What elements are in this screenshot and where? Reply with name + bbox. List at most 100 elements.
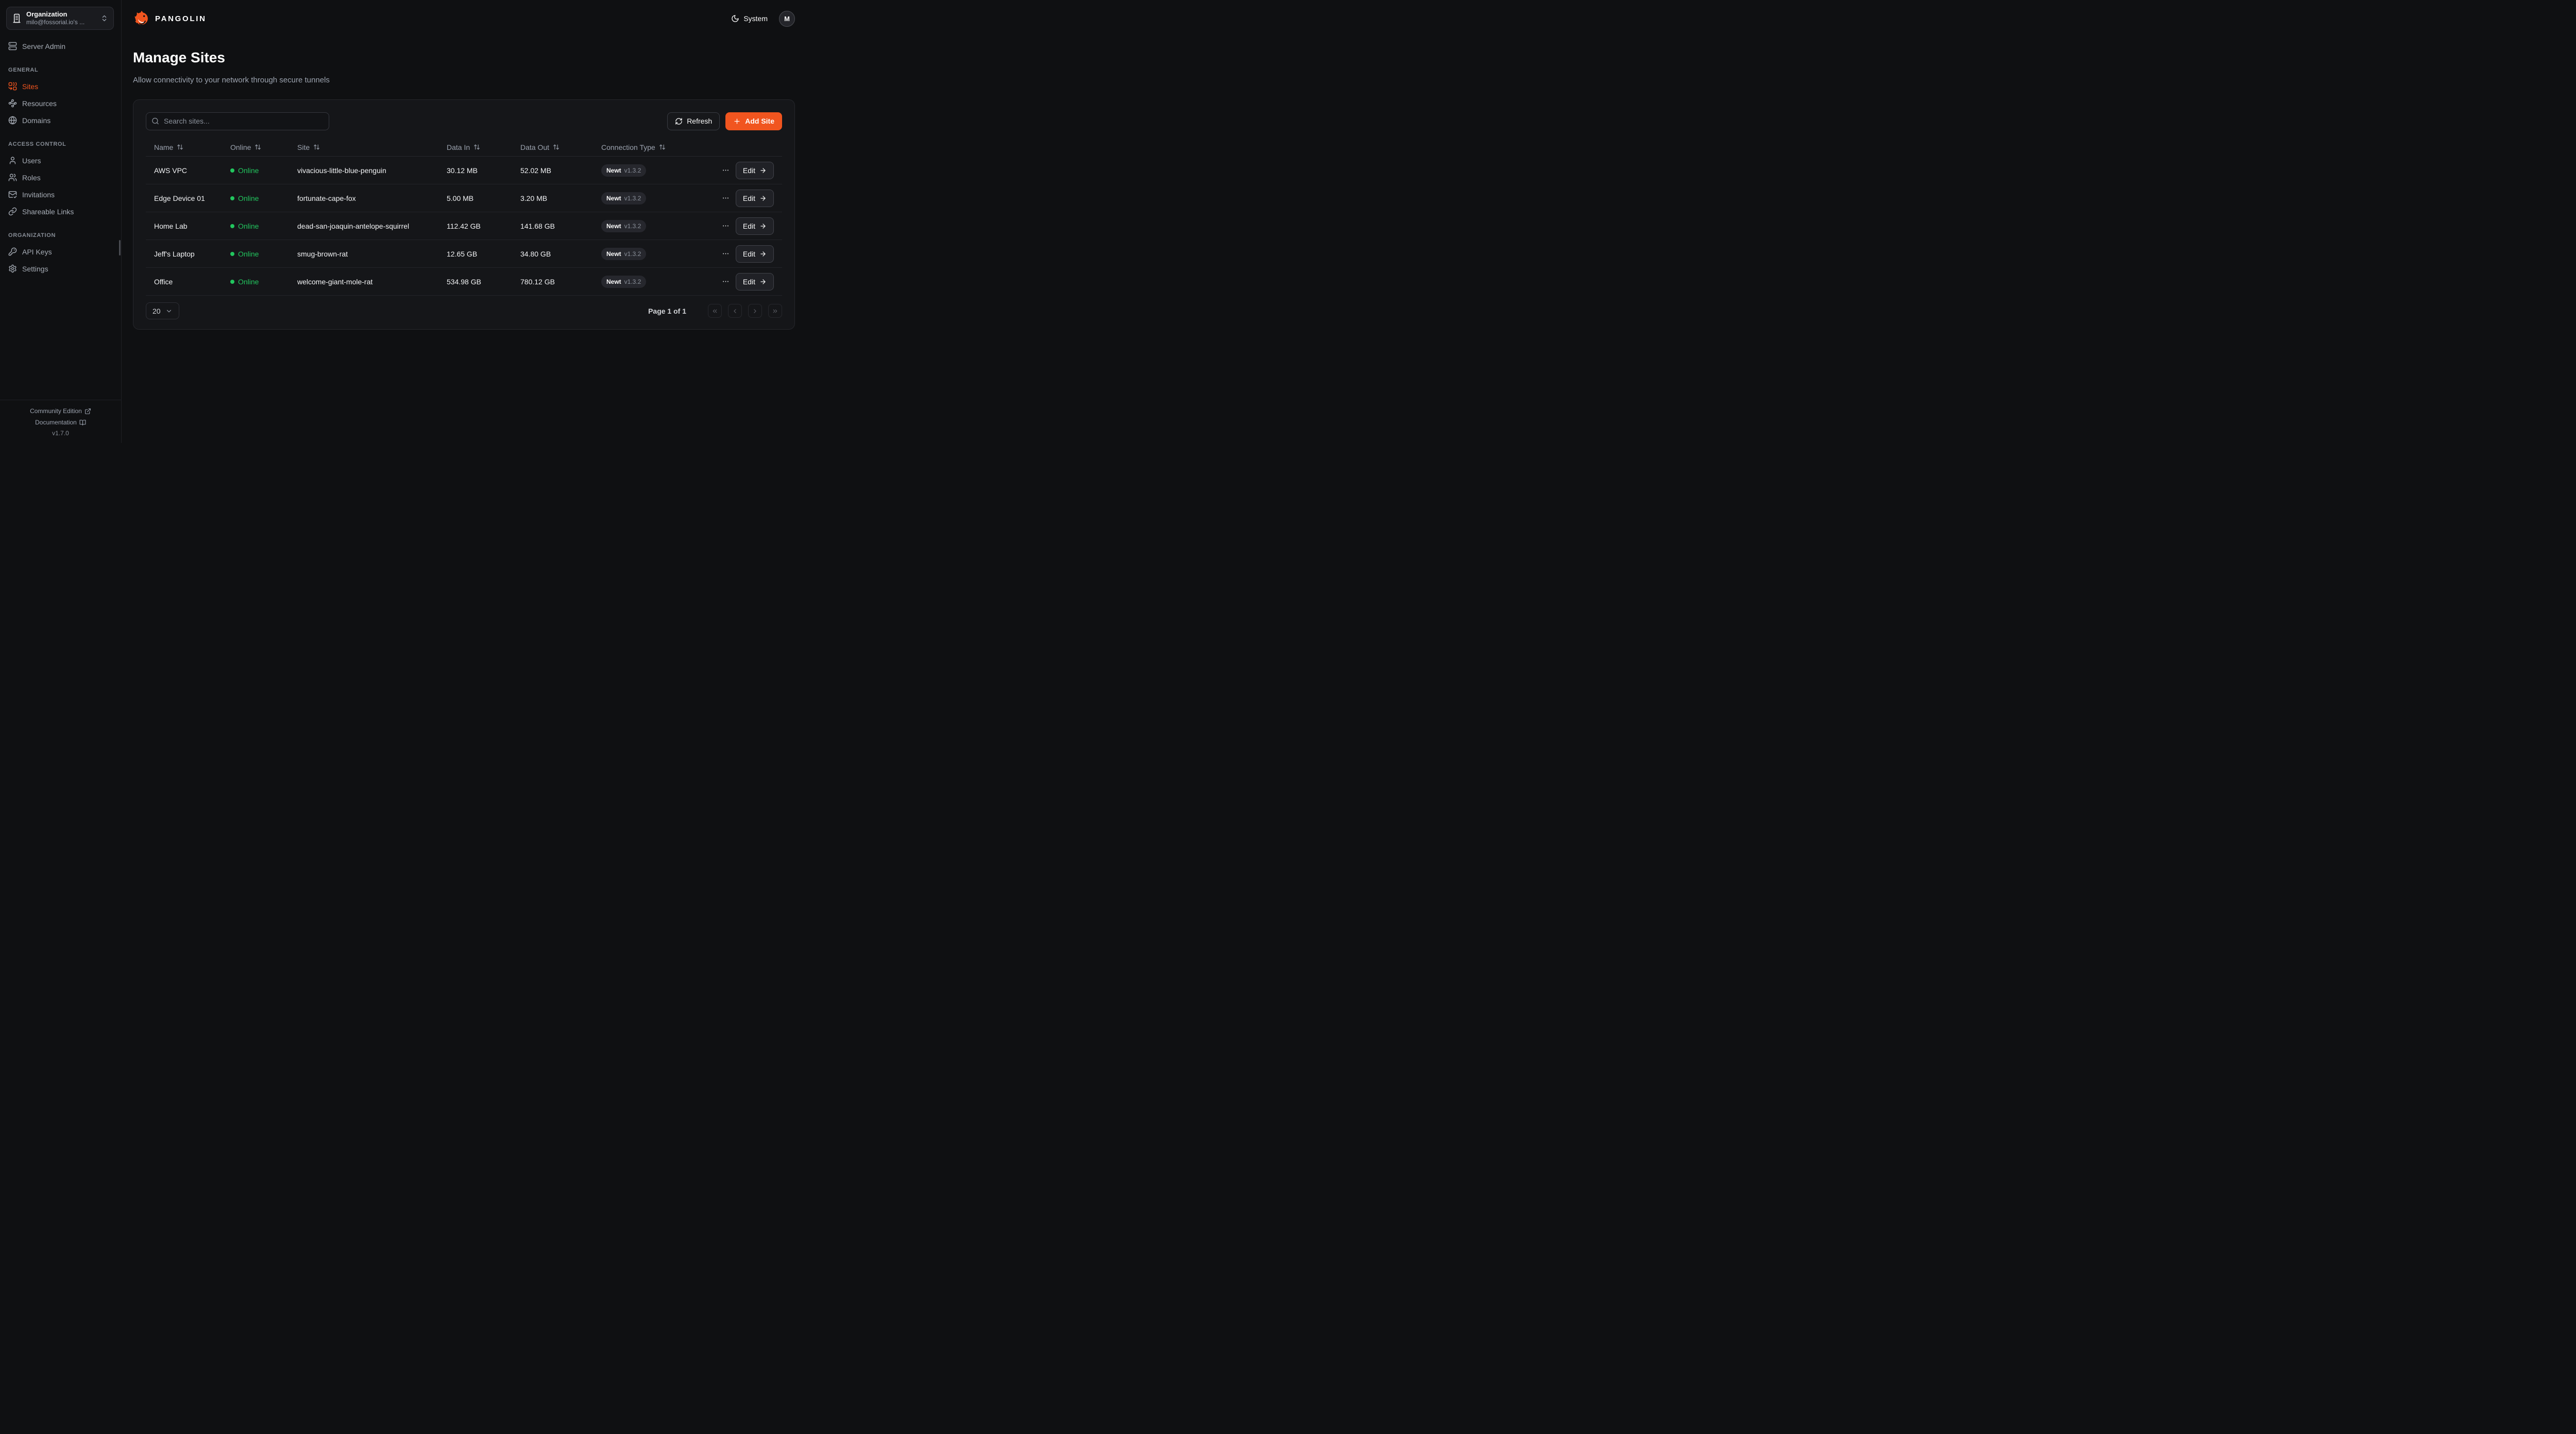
org-switcher-text: Organization milo@fossorial.io's ... xyxy=(26,10,96,26)
sidebar-item-server-admin[interactable]: Server Admin xyxy=(0,38,121,55)
connection-type-cell: Newt v1.3.2 xyxy=(593,240,714,268)
sidebar-item-invitations[interactable]: Invitations xyxy=(0,186,121,203)
org-switcher-label: Organization xyxy=(26,10,67,18)
online-status-cell: Online xyxy=(222,212,289,241)
actions-cell: Edit xyxy=(714,184,782,213)
app-version: v1.7.0 xyxy=(52,430,69,437)
edit-label: Edit xyxy=(742,194,755,202)
connection-type-cell: Newt v1.3.2 xyxy=(593,212,714,241)
sidebar-item-api-keys[interactable]: API Keys xyxy=(0,243,121,260)
data-out-cell: 141.68 GB xyxy=(512,212,593,241)
online-status-dot xyxy=(230,224,234,228)
sidebar-item-label: Settings xyxy=(22,264,48,273)
data-in-cell: 5.00 MB xyxy=(438,184,512,213)
sidebar-item-roles[interactable]: Roles xyxy=(0,169,121,186)
connection-type-name: Newt xyxy=(606,278,621,285)
org-switcher[interactable]: Organization milo@fossorial.io's ... xyxy=(6,7,114,30)
connection-type-name: Newt xyxy=(606,222,621,230)
site-slug-cell: fortunate-cape-fox xyxy=(289,184,438,213)
row-menu-button[interactable] xyxy=(721,276,731,287)
globe-icon xyxy=(8,116,17,125)
connection-type-version: v1.3.2 xyxy=(624,278,641,285)
edit-button[interactable]: Edit xyxy=(735,217,774,235)
refresh-icon xyxy=(675,118,682,125)
connection-type-version: v1.3.2 xyxy=(624,222,641,230)
table-row: Edge Device 01 Online fortunate-cape-fox… xyxy=(146,184,782,213)
site-slug-cell: dead-san-joaquin-antelope-squirrel xyxy=(289,212,438,241)
sidebar-item-domains[interactable]: Domains xyxy=(0,112,121,129)
online-status-dot xyxy=(230,251,234,256)
first-page-button[interactable] xyxy=(708,304,722,318)
next-page-button[interactable] xyxy=(748,304,762,318)
data-in-cell: 534.98 GB xyxy=(438,267,512,296)
link-icon xyxy=(8,207,17,216)
row-menu-button[interactable] xyxy=(721,164,731,176)
data-in-cell: 30.12 MB xyxy=(438,156,512,185)
previous-page-button[interactable] xyxy=(728,304,742,318)
theme-toggle[interactable]: System xyxy=(731,14,768,23)
building-icon xyxy=(13,13,21,23)
online-status-label: Online xyxy=(238,194,259,202)
column-header-site[interactable]: Site xyxy=(297,143,320,151)
sidebar-item-users[interactable]: Users xyxy=(0,152,121,169)
row-menu-button[interactable] xyxy=(721,248,731,260)
top-right-controls: System M xyxy=(731,10,795,27)
column-header-connection-type[interactable]: Connection Type xyxy=(601,143,666,151)
community-edition-link[interactable]: Community Edition xyxy=(0,405,121,417)
sidebar-item-label: Domains xyxy=(22,116,51,125)
connection-type-name: Newt xyxy=(606,194,621,202)
sidebar-scrollbar-thumb[interactable] xyxy=(119,240,121,255)
online-status-label: Online xyxy=(238,249,259,258)
documentation-link[interactable]: Documentation xyxy=(0,417,121,428)
arrow-right-icon xyxy=(760,168,766,173)
column-header-data-out[interactable]: Data Out xyxy=(520,143,560,151)
sidebar-item-label: Resources xyxy=(22,99,57,108)
column-header-online[interactable]: Online xyxy=(230,143,261,151)
connection-type-badge: Newt v1.3.2 xyxy=(601,219,647,232)
sidebar-item-resources[interactable]: Resources xyxy=(0,95,121,112)
sidebar-nav: Server Admin GENERAL Sites Resources Dom… xyxy=(0,30,121,400)
sidebar-item-sites[interactable]: Sites xyxy=(0,78,121,95)
mail-check-icon xyxy=(8,191,17,198)
documentation-label: Documentation xyxy=(35,419,77,426)
sidebar-item-shareable-links[interactable]: Shareable Links xyxy=(0,203,121,220)
search-input[interactable] xyxy=(146,112,329,130)
column-header-data-in[interactable]: Data In xyxy=(447,143,480,151)
site-slug-cell: welcome-giant-mole-rat xyxy=(289,267,438,296)
edit-button[interactable]: Edit xyxy=(735,161,774,179)
site-name-cell: Home Lab xyxy=(146,212,222,241)
sort-icon xyxy=(255,144,261,150)
sort-icon xyxy=(659,144,665,150)
add-site-label: Add Site xyxy=(745,117,774,126)
book-open-icon xyxy=(79,419,86,425)
sidebar-item-label: API Keys xyxy=(22,247,52,256)
app-root: Organization milo@fossorial.io's ... Ser… xyxy=(0,0,808,443)
connection-type-badge: Newt v1.3.2 xyxy=(601,192,647,204)
sidebar-item-label: Server Admin xyxy=(22,42,66,50)
brand[interactable]: PANGOLIN xyxy=(133,10,207,27)
data-in-cell: 112.42 GB xyxy=(438,212,512,241)
chevron-down-icon xyxy=(166,310,171,313)
connection-type-name: Newt xyxy=(606,166,621,174)
avatar[interactable]: M xyxy=(779,10,795,27)
row-menu-button[interactable] xyxy=(721,220,731,232)
page-size-select[interactable]: 20 xyxy=(146,302,179,320)
last-page-button[interactable] xyxy=(768,304,782,318)
column-header-name[interactable]: Name xyxy=(154,143,183,151)
sidebar-item-settings[interactable]: Settings xyxy=(0,260,121,277)
add-site-button[interactable]: Add Site xyxy=(725,112,782,130)
refresh-button[interactable]: Refresh xyxy=(667,112,720,130)
online-status-label: Online xyxy=(238,277,259,286)
toolbar: Refresh Add Site xyxy=(146,112,782,130)
row-menu-button[interactable] xyxy=(721,192,731,204)
arrow-right-icon xyxy=(760,224,766,229)
data-out-cell: 3.20 MB xyxy=(512,184,593,213)
sidebar-item-label: Invitations xyxy=(22,190,55,199)
edit-button[interactable]: Edit xyxy=(735,272,774,291)
ellipsis-icon xyxy=(723,169,728,171)
edit-button[interactable]: Edit xyxy=(735,189,774,207)
ellipsis-icon xyxy=(723,253,728,254)
edit-button[interactable]: Edit xyxy=(735,245,774,263)
table-row: AWS VPC Online vivacious-little-blue-pen… xyxy=(146,156,782,185)
online-status-label: Online xyxy=(238,166,259,175)
